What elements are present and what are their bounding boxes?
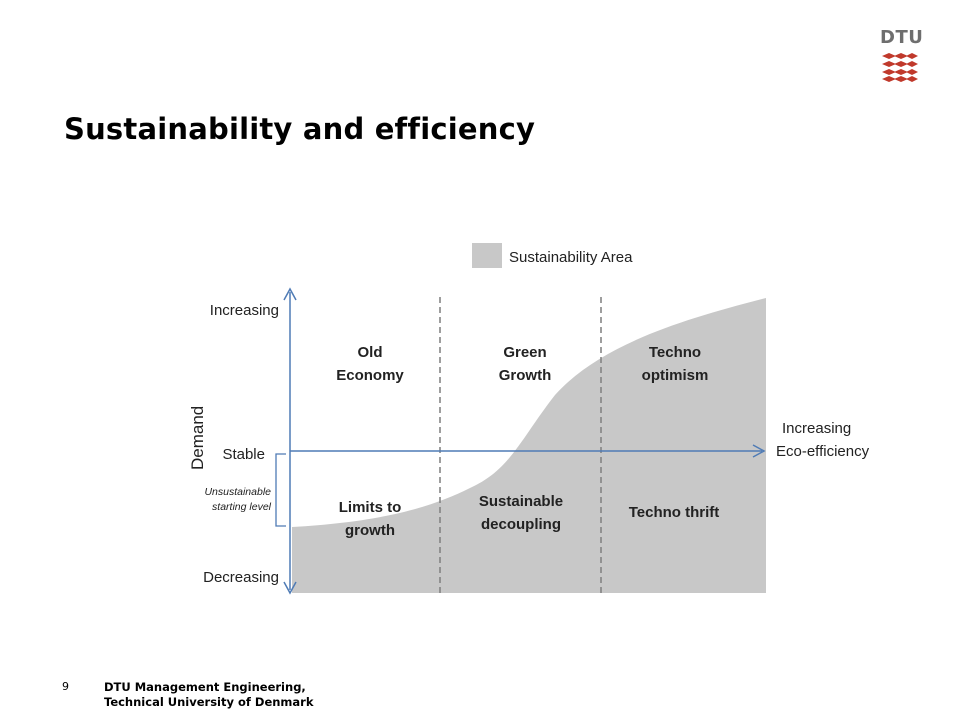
quadrant-techno-optimism-line1: Techno <box>649 344 701 361</box>
page-number: 9 <box>62 680 69 693</box>
y-axis-arrow-down-icon <box>283 581 297 595</box>
x-axis-arrow-right-icon <box>752 444 766 458</box>
footer-line2: Technical University of Denmark <box>104 695 314 709</box>
y-label-increasing: Increasing <box>210 302 279 319</box>
quadrant-sustainable-decoupling-line1: Sustainable <box>479 493 563 510</box>
footer-organization: DTU Management Engineering, Technical Un… <box>104 680 314 710</box>
quadrant-old-economy-line1: Old <box>358 344 383 361</box>
y-axis-arrow-up-icon <box>283 287 297 301</box>
quadrant-limits-to-growth-line2: growth <box>345 522 395 539</box>
quadrant-techno-thrift: Techno thrift <box>629 504 720 521</box>
quadrant-green-growth-line2: Growth <box>499 367 552 384</box>
logo-text: DTU <box>880 27 924 48</box>
sustainability-area <box>292 298 766 593</box>
x-axis-label-line2: Eco-efficiency <box>776 443 870 460</box>
legend-label: Sustainability Area <box>509 249 633 266</box>
quadrant-old-economy-line2: Economy <box>336 367 404 384</box>
bracket-label-line2: starting level <box>212 501 272 513</box>
y-label-decreasing: Decreasing <box>203 569 279 586</box>
dtu-logo: DTU <box>880 27 924 86</box>
legend-swatch <box>472 243 502 268</box>
bracket-label-line1: Unsustainable <box>204 486 271 498</box>
logo-stripes-icon <box>882 53 918 82</box>
x-axis-label-line1: Increasing <box>782 420 851 437</box>
y-axis-title: Demand <box>188 406 207 470</box>
quadrant-sustainable-decoupling-line2: decoupling <box>481 516 561 533</box>
quadrant-limits-to-growth-line1: Limits to <box>339 499 402 516</box>
unsustainable-bracket <box>275 453 286 527</box>
footer-line1: DTU Management Engineering, <box>104 680 306 694</box>
slide-title: Sustainability and efficiency <box>64 112 536 146</box>
y-label-stable: Stable <box>222 446 265 463</box>
quadrant-green-growth-line1: Green <box>503 344 546 361</box>
quadrant-techno-optimism-line2: optimism <box>642 367 709 384</box>
